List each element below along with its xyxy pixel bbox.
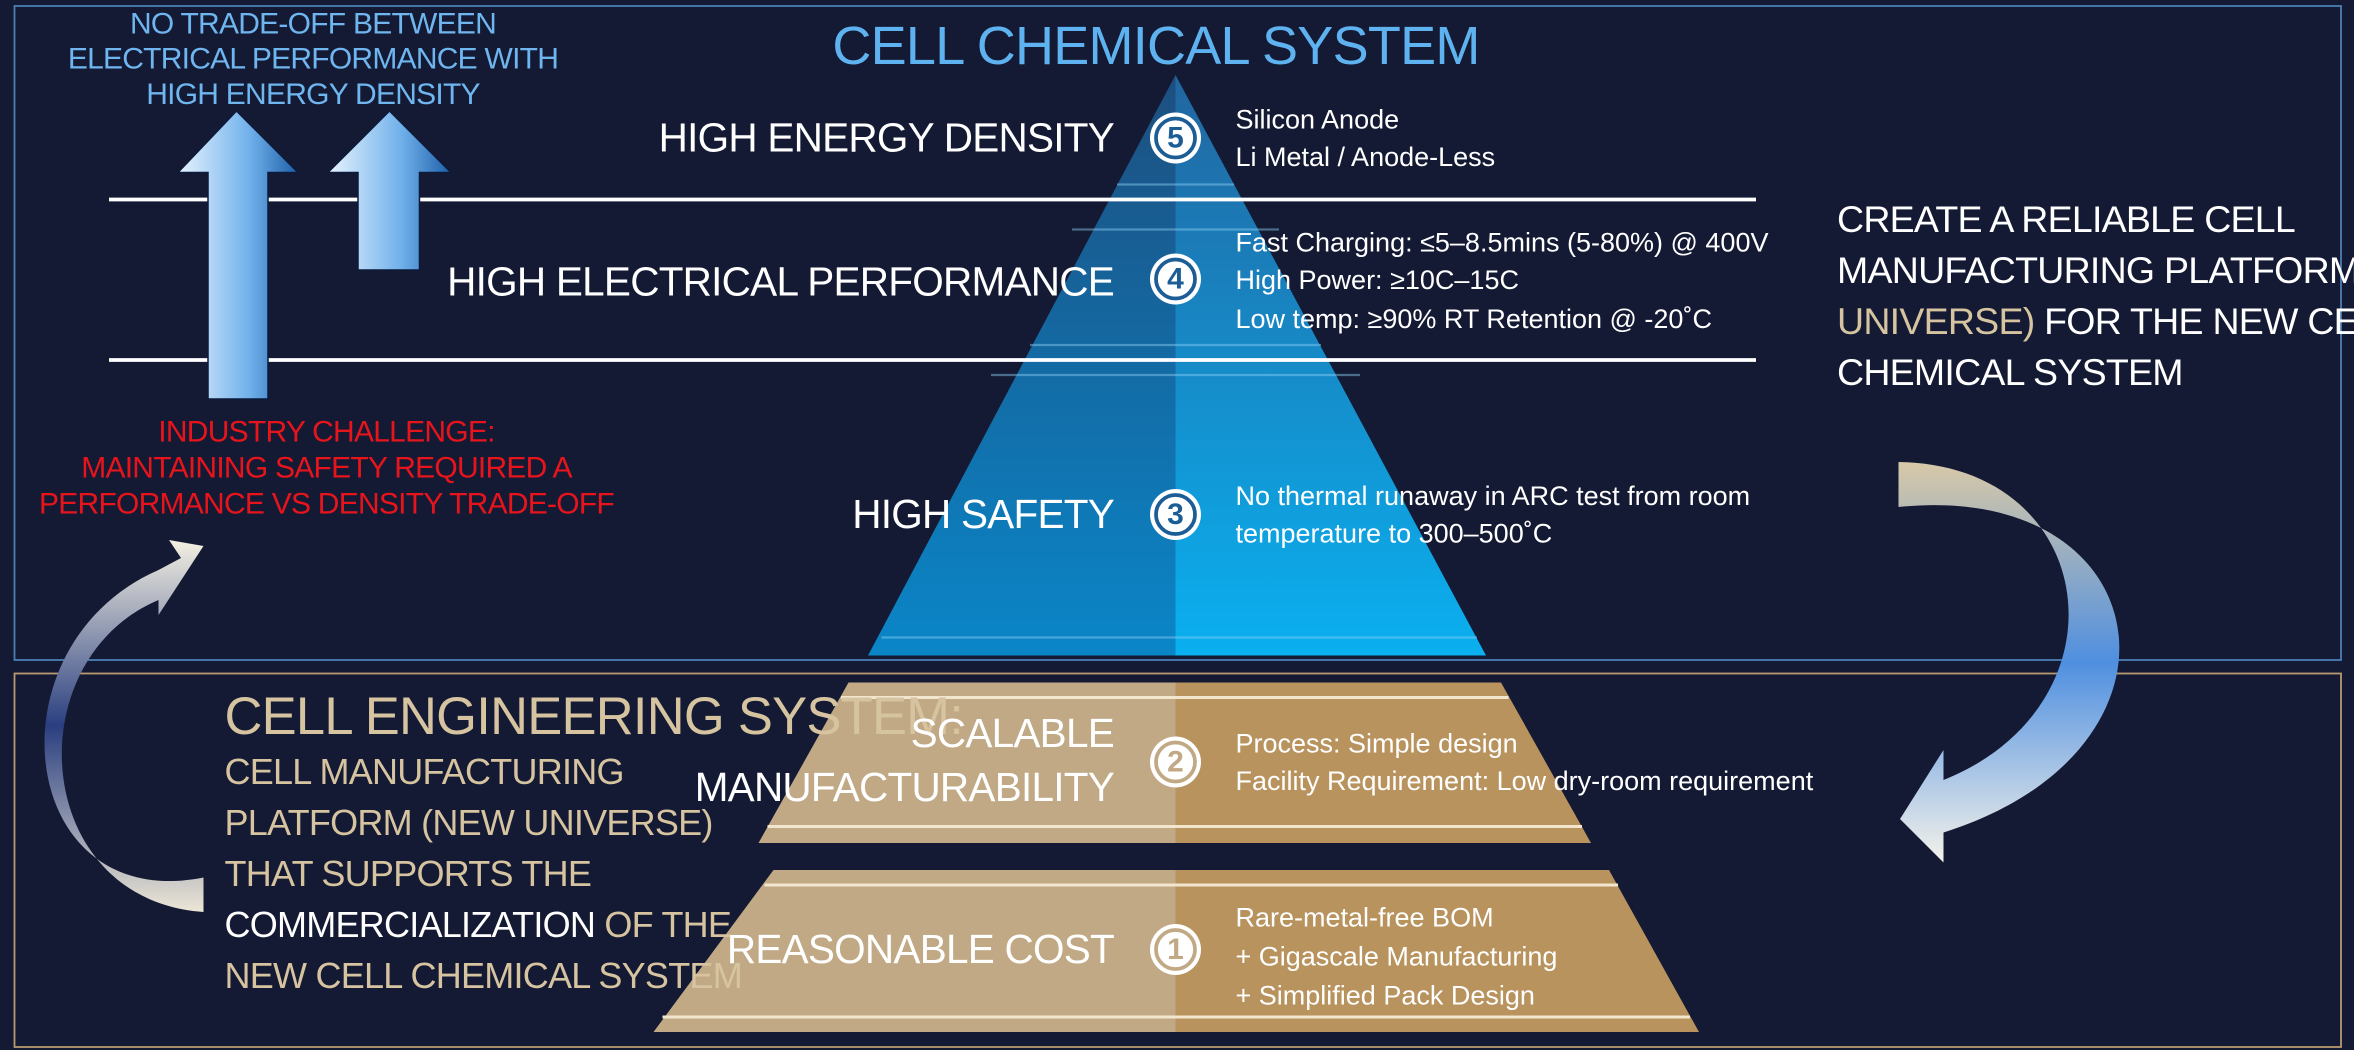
pyramid-top-left — [868, 75, 1176, 656]
tier-label: SCALABLE — [911, 710, 1114, 756]
tier-badge-ring — [1154, 257, 1197, 301]
tier-detail: Rare-metal-free BOM — [1236, 903, 1494, 933]
top-left-note: ELECTRICAL PERFORMANCE WITH — [68, 43, 558, 76]
tier-label: REASONABLE COST — [727, 926, 1114, 972]
text-segment: OF THE — [595, 904, 731, 945]
title: CELL CHEMICAL SYSTEM — [832, 16, 1479, 76]
curved-arrow-right — [1898, 462, 2120, 863]
tier-number: 1 — [1167, 933, 1184, 966]
text-segment: NEW CELL CHEMICAL SYSTEM — [225, 955, 742, 996]
text-segment: PLATFORM (NEW UNIVERSE) — [225, 802, 713, 843]
tier-badge-ring — [1154, 928, 1197, 971]
tier-detail: temperature to 300–500˚C — [1236, 519, 1553, 549]
pyramid-stripes — [881, 183, 1477, 639]
text-segment: MANUFACTURING PLATFORM — [1837, 249, 2354, 291]
tier-stripes — [662, 696, 1690, 1019]
right-note: CREATE A RELIABLE CELL — [1837, 198, 2295, 240]
tier-detail: + Simplified Pack Design — [1236, 981, 1535, 1011]
industry-challenge: INDUSTRY CHALLENGE: — [158, 415, 494, 448]
industry-challenge: PERFORMANCE VS DENSITY TRADE-OFF — [39, 487, 614, 520]
tier-badge-ring — [1154, 740, 1197, 784]
engineering-text: NEW CELL CHEMICAL SYSTEM — [225, 955, 742, 996]
tier-label: HIGH ENERGY DENSITY — [659, 115, 1115, 161]
top-left-note: HIGH ENERGY DENSITY — [146, 78, 480, 111]
engineering-text: THAT SUPPORTS THE — [225, 853, 592, 894]
tier-detail: Silicon Anode — [1236, 105, 1400, 135]
tier-1-left — [653, 870, 1176, 1032]
tier-label: HIGH ELECTRICAL PERFORMANCE — [447, 259, 1114, 305]
engineering-text: PLATFORM (NEW UNIVERSE) — [225, 802, 713, 843]
tier-badge-ring — [1154, 116, 1197, 160]
tier-detail: Fast Charging: ≤5–8.5mins (5-80%) @ 400V — [1236, 228, 1769, 258]
tier-number: 4 — [1167, 262, 1184, 295]
text-segment: CELL MANUFACTURING — [225, 751, 624, 792]
arrow-up — [176, 109, 300, 400]
right-note: MANUFACTURING PLATFORM (NEW — [1837, 249, 2354, 291]
arrow-up — [326, 109, 453, 271]
engineering-heading: CELL ENGINEERING SYSTEM: — [225, 687, 964, 746]
engineering-text: COMMERCIALIZATION OF THE — [225, 904, 732, 945]
right-note: UNIVERSE) FOR THE NEW CELL — [1837, 300, 2354, 342]
tier-2-left — [758, 682, 1176, 843]
tier-number: 5 — [1167, 121, 1184, 154]
tier-1-right — [1175, 870, 1699, 1032]
industry-challenge: MAINTAINING SAFETY REQUIRED A — [81, 451, 572, 484]
tier-detail: Facility Requirement: Low dry-room requi… — [1236, 766, 1814, 796]
tier-detail: Low temp: ≥90% RT Retention @ -20˚C — [1236, 304, 1712, 334]
tier-detail: High Power: ≥10C–15C — [1236, 265, 1519, 295]
text-segment: COMMERCIALIZATION — [225, 904, 596, 945]
right-note: CHEMICAL SYSTEM — [1837, 351, 2183, 393]
chemical-frame — [13, 5, 2342, 661]
top-left-note: NO TRADE-OFF BETWEEN — [130, 7, 496, 40]
tier-detail: Process: Simple design — [1236, 729, 1518, 759]
tier-number: 2 — [1167, 745, 1184, 778]
text-segment: CHEMICAL SYSTEM — [1837, 351, 2183, 393]
engineering-text: CELL MANUFACTURING — [225, 751, 624, 792]
tier-2-right — [1175, 682, 1591, 843]
curved-arrow-left — [44, 540, 204, 912]
tier-badge-ring — [1154, 493, 1197, 536]
text-segment: UNIVERSE) — [1837, 300, 2034, 342]
tier-detail: + Gigascale Manufacturing — [1236, 942, 1558, 972]
pyramid-top-right — [1175, 75, 1486, 656]
text-segment: CREATE A RELIABLE CELL — [1837, 198, 2295, 240]
engineering-frame — [13, 672, 2342, 1048]
text-segment: FOR THE NEW CELL — [2034, 300, 2354, 342]
tier-label: HIGH SAFETY — [852, 491, 1115, 537]
tier-number: 3 — [1167, 498, 1184, 531]
tier-label: MANUFACTURABILITY — [695, 764, 1115, 810]
text-segment: THAT SUPPORTS THE — [225, 853, 592, 894]
tier-detail: No thermal runaway in ARC test from room — [1236, 481, 1751, 511]
tier-detail: Li Metal / Anode-Less — [1236, 142, 1496, 172]
